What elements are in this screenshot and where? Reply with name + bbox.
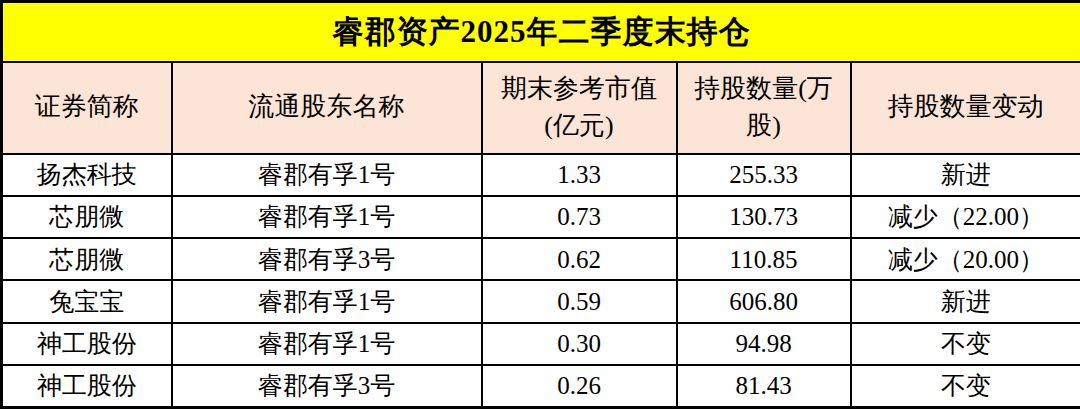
shareholder-name-cell: 睿郡有孚1号 <box>172 196 482 238</box>
share-count-cell: 81.43 <box>677 365 851 407</box>
share-change-cell: 不变 <box>851 323 1080 365</box>
shareholder-name-cell: 睿郡有孚3号 <box>172 238 482 280</box>
share-count-cell: 110.85 <box>677 238 851 280</box>
shareholder-name-cell: 睿郡有孚3号 <box>172 365 482 407</box>
table-head: 睿郡资产2025年二季度末持仓 证券简称 流通股东名称 期末参考市值 (亿元) … <box>2 2 1080 154</box>
share-change-cell: 减少（22.00） <box>851 196 1080 238</box>
stock-name-cell: 兔宝宝 <box>2 280 172 322</box>
market-value-cell: 0.30 <box>482 323 677 365</box>
share-change-cell: 新进 <box>851 154 1080 196</box>
col-header-market-value: 期末参考市值 (亿元) <box>482 62 677 154</box>
shareholder-name-cell: 睿郡有孚1号 <box>172 154 482 196</box>
market-value-cell: 0.73 <box>482 196 677 238</box>
share-count-cell: 606.80 <box>677 280 851 322</box>
table-row: 神工股份 睿郡有孚1号 0.30 94.98 不变 <box>2 323 1080 365</box>
share-count-cell: 94.98 <box>677 323 851 365</box>
table-row: 兔宝宝 睿郡有孚1号 0.59 606.80 新进 <box>2 280 1080 322</box>
holdings-table: 睿郡资产2025年二季度末持仓 证券简称 流通股东名称 期末参考市值 (亿元) … <box>0 0 1080 409</box>
table-row: 芯朋微 睿郡有孚1号 0.73 130.73 减少（22.00） <box>2 196 1080 238</box>
table-row: 扬杰科技 睿郡有孚1号 1.33 255.33 新进 <box>2 154 1080 196</box>
page-title: 睿郡资产2025年二季度末持仓 <box>2 2 1080 62</box>
col-header-share-change: 持股数量变动 <box>851 62 1080 154</box>
table-row: 神工股份 睿郡有孚3号 0.26 81.43 不变 <box>2 365 1080 407</box>
share-count-cell: 255.33 <box>677 154 851 196</box>
market-value-cell: 1.33 <box>482 154 677 196</box>
col-header-shareholder-name: 流通股东名称 <box>172 62 482 154</box>
share-change-cell: 减少（20.00） <box>851 238 1080 280</box>
stock-name-cell: 芯朋微 <box>2 238 172 280</box>
stock-name-cell: 芯朋微 <box>2 196 172 238</box>
market-value-cell: 0.26 <box>482 365 677 407</box>
stock-name-cell: 神工股份 <box>2 365 172 407</box>
shareholder-name-cell: 睿郡有孚1号 <box>172 323 482 365</box>
share-change-cell: 新进 <box>851 280 1080 322</box>
stock-name-cell: 神工股份 <box>2 323 172 365</box>
title-row: 睿郡资产2025年二季度末持仓 <box>2 2 1080 62</box>
stock-name-cell: 扬杰科技 <box>2 154 172 196</box>
shareholder-name-cell: 睿郡有孚1号 <box>172 280 482 322</box>
col-header-stock-name: 证券简称 <box>2 62 172 154</box>
share-count-cell: 130.73 <box>677 196 851 238</box>
table-body: 扬杰科技 睿郡有孚1号 1.33 255.33 新进 芯朋微 睿郡有孚1号 0.… <box>2 154 1080 408</box>
table-row: 芯朋微 睿郡有孚3号 0.62 110.85 减少（20.00） <box>2 238 1080 280</box>
market-value-cell: 0.59 <box>482 280 677 322</box>
header-row: 证券简称 流通股东名称 期末参考市值 (亿元) 持股数量(万 股) 持股数量变动 <box>2 62 1080 154</box>
col-header-share-count: 持股数量(万 股) <box>677 62 851 154</box>
share-change-cell: 不变 <box>851 365 1080 407</box>
market-value-cell: 0.62 <box>482 238 677 280</box>
